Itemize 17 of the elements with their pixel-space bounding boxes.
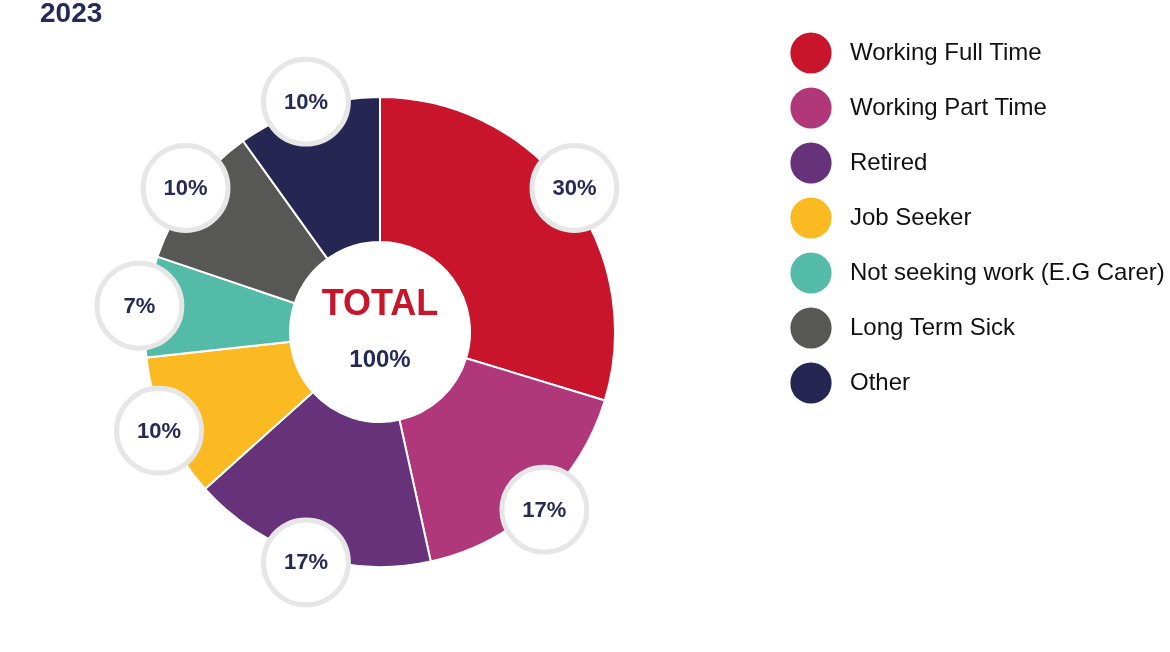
text: TOTAL bbox=[321, 282, 439, 324]
chart-title: 2023 bbox=[40, 0, 103, 28]
data-label: 10% bbox=[163, 174, 208, 200]
legend-label: Not seeking work (E.G Carer) bbox=[850, 258, 1165, 285]
legend-label: Working Part Time bbox=[850, 93, 1047, 120]
data-label: 7% bbox=[123, 292, 156, 318]
legend-label: Other bbox=[850, 368, 911, 395]
legend-label: Long Term Sick bbox=[850, 313, 1016, 340]
text: 100% bbox=[349, 344, 411, 372]
data-label: 10% bbox=[283, 88, 328, 114]
data-label: 17% bbox=[522, 496, 567, 522]
legend-label: Working Full Time bbox=[850, 38, 1042, 65]
legend-label: Retired bbox=[850, 148, 928, 175]
legend-label: Job Seeker bbox=[850, 203, 972, 230]
data-label: 17% bbox=[283, 549, 328, 575]
data-label: 10% bbox=[137, 417, 182, 443]
data-label: 30% bbox=[552, 174, 597, 200]
